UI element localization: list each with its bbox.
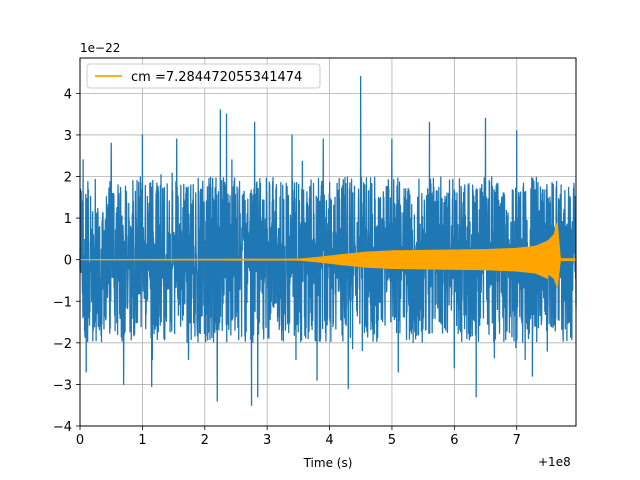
y-tick-label: −4 [53, 420, 72, 435]
x-tick-label: 0 [76, 433, 84, 448]
y-tick-label: 2 [64, 171, 72, 186]
x-tick-label: 2 [201, 433, 209, 448]
y-tick-label: −3 [53, 378, 72, 393]
legend: cm =7.284472055341474 [86, 63, 321, 89]
y-tick-label: −1 [53, 295, 72, 310]
x-tick-label: 5 [388, 433, 396, 448]
chirp-trace [79, 222, 577, 289]
noise-series [79, 76, 577, 406]
y-tick-label: 0 [64, 254, 72, 269]
x-tick-label: 1 [138, 433, 146, 448]
y-tick-label: −2 [53, 337, 72, 352]
x-tick-label: 4 [325, 433, 333, 448]
noise-trace [79, 76, 577, 406]
signal-series [79, 222, 577, 289]
y-offset-label: 1e−22 [80, 41, 120, 55]
x-tick-label: 6 [450, 433, 458, 448]
x-axis-label: Time (s) [303, 456, 353, 470]
y-tick-label: 1 [64, 212, 72, 227]
x-tick-label: 3 [263, 433, 271, 448]
plot-frame [79, 57, 577, 427]
legend-label: cm =7.284472055341474 [131, 70, 302, 85]
legend-box [86, 63, 321, 89]
x-offset-label: +1e8 [538, 455, 571, 469]
axis-ticks: 0 1 2 3 4 5 6 7 −4 −3 −2 −1 0 1 2 3 4 [53, 87, 521, 448]
y-tick-label: 3 [64, 129, 72, 144]
x-tick-label: 7 [513, 433, 521, 448]
y-tick-label: 4 [64, 87, 72, 102]
